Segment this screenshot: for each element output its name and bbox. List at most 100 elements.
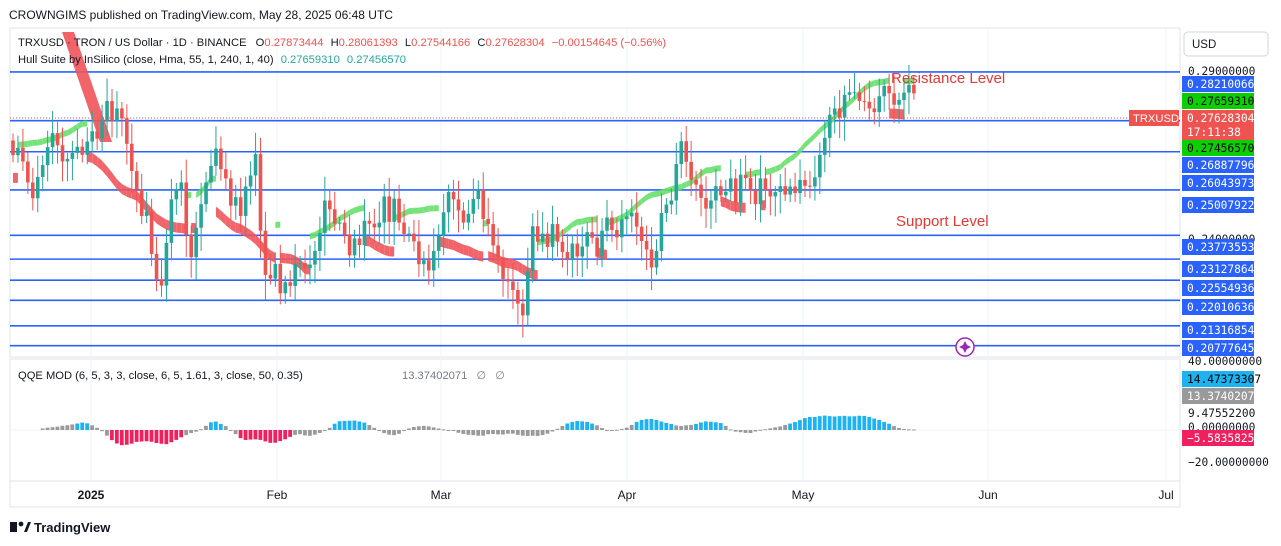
candle-body: [526, 271, 530, 316]
hull-price-tag-bg: [1182, 93, 1254, 109]
qqe-bar: [669, 423, 674, 430]
candle-body: [743, 174, 748, 179]
hull-segment: [240, 223, 246, 237]
qqe-bar: [595, 425, 599, 430]
qqe-bar: [199, 429, 203, 431]
qqe-bar: [842, 415, 847, 430]
candle-body: [318, 232, 322, 251]
hull-segment: [488, 251, 494, 263]
current-price-tag: 0.27628304: [1187, 112, 1255, 125]
hull-segment: [92, 152, 98, 167]
candle-body: [728, 178, 733, 192]
candle-body: [733, 178, 738, 203]
qqe-bar: [149, 430, 154, 442]
hull-value-1: 0.27659310: [281, 54, 340, 66]
hull-segment: [710, 165, 716, 173]
candle-body: [590, 232, 594, 238]
qqe-bar: [293, 430, 297, 435]
qqe-legend[interactable]: QQE MOD (6, 5, 3, 3, close, 6, 5, 1.61, …: [18, 370, 303, 382]
hull-segment: [453, 240, 459, 253]
candle-body: [689, 161, 693, 180]
symbol-legend[interactable]: TRXUSD · TRON / US Dollar · 1D · BINANCE…: [18, 37, 666, 49]
candle-body: [555, 224, 560, 242]
hull-segment: [463, 244, 469, 256]
candle-body: [897, 99, 901, 105]
level-price-tag-bg: [1182, 340, 1254, 356]
qqe-bar: [862, 415, 867, 430]
hull-segment: [176, 222, 182, 234]
low-label: L: [405, 37, 411, 49]
candle-body: [560, 241, 565, 253]
qqe-bar: [45, 427, 50, 430]
candle-body: [699, 184, 703, 198]
hull-segment: [706, 166, 711, 174]
qqe-bar: [446, 430, 451, 431]
hull-legend[interactable]: Hull Suite by InSilico (close, Hma, 55, …: [18, 54, 406, 66]
qqe-bar: [337, 421, 342, 430]
candle-body: [501, 257, 505, 279]
qqe-bar: [288, 430, 292, 437]
candle-body: [436, 235, 441, 251]
candle-body: [496, 245, 500, 258]
qqe-bar: [728, 429, 733, 431]
candle-body: [506, 278, 510, 282]
candle-body: [407, 233, 411, 235]
qqe-bar: [902, 429, 906, 431]
candle-body: [303, 263, 307, 269]
currency-button-box[interactable]: [1183, 31, 1269, 57]
candle-body: [377, 222, 382, 228]
qqe-bar: [491, 430, 495, 434]
qqe-bar: [639, 419, 644, 430]
qqe-bar: [298, 430, 302, 435]
qqe-bar: [525, 430, 530, 436]
level-price-tag-bg: [1182, 157, 1254, 173]
hull-segment: [641, 194, 647, 205]
candle-body: [803, 179, 807, 186]
hull-segment: [413, 207, 419, 214]
time-axis: 2025 Feb Mar Apr May Jun Jul: [78, 488, 1174, 502]
qqe-bar: [847, 416, 852, 430]
time-label-feb: Feb: [267, 488, 288, 502]
qqe-bar: [605, 429, 609, 431]
candle-body: [446, 192, 451, 213]
replay-star-icon[interactable]: [955, 337, 975, 357]
qqe-bar: [238, 430, 243, 439]
candle-body: [719, 186, 723, 196]
eye-off-icon-2: ∅: [495, 370, 505, 382]
qqe-bar: [372, 427, 377, 430]
qqe-bar: [119, 430, 124, 446]
qqe-bar: [352, 420, 357, 430]
qqe-bar: [689, 424, 693, 430]
candle-body: [159, 279, 164, 286]
candle-body: [412, 233, 416, 242]
candle-body: [105, 101, 109, 121]
price-axis: 0.290000000.2400000040.000000009.4755220…: [1129, 65, 1269, 469]
hull-segment: [809, 132, 815, 144]
hull-segment: [795, 147, 801, 159]
qqe-bar: [204, 425, 208, 430]
candle-body: [837, 108, 842, 118]
qqe-bar: [164, 430, 169, 445]
qqe-bar: [441, 429, 446, 431]
hull-segment: [770, 166, 776, 175]
candle-body: [204, 182, 208, 205]
hull-segment: [300, 258, 306, 275]
qqe-bar: [550, 430, 555, 432]
candle-body: [783, 186, 787, 195]
qqe-tag-neutral: 13.37402071: [1187, 390, 1261, 403]
level-price-tag: 0.22554936: [1187, 282, 1255, 295]
price-tick: 0.29000000: [1188, 65, 1256, 78]
hull-segment: [97, 156, 103, 171]
qqe-bar: [580, 421, 585, 430]
qqe-bar: [788, 423, 792, 430]
candle-body: [570, 243, 575, 260]
currency-button[interactable]: USD: [1192, 39, 1216, 51]
qqe-bar: [402, 430, 406, 431]
hull-segment: [755, 169, 761, 176]
qqe-bar: [649, 418, 654, 430]
candle-body: [209, 165, 213, 183]
candle-body: [323, 200, 327, 233]
hull-segment: [666, 186, 672, 194]
qqe-bar: [535, 430, 540, 436]
